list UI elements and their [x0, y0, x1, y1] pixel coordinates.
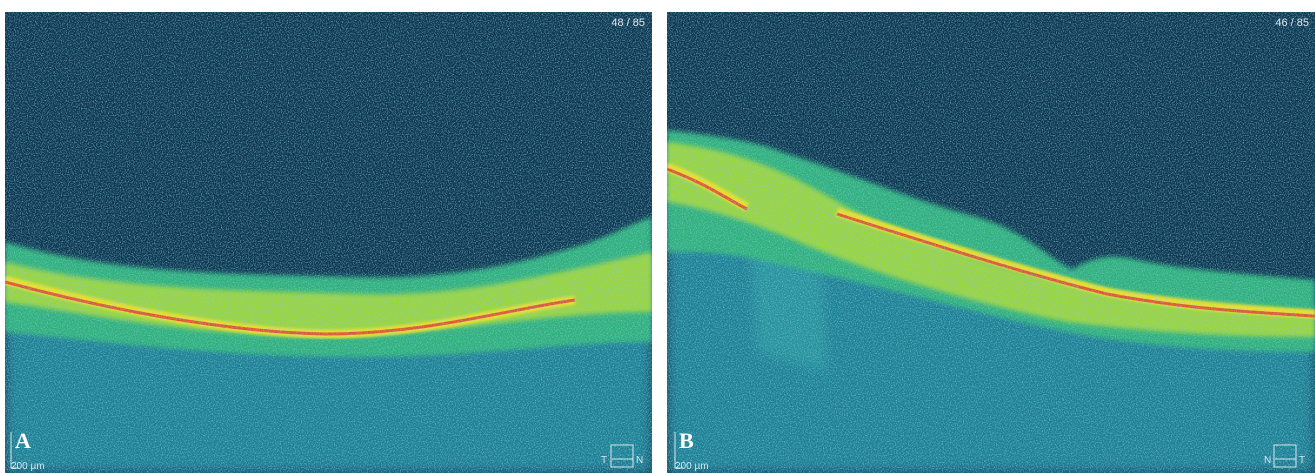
oct-panel: 48 / 85 A 200 µm T N [5, 12, 652, 473]
slice-counter: 48 / 85 [611, 17, 645, 29]
speckle [5, 12, 652, 473]
orientation-left: N [1264, 455, 1271, 466]
orientation-left: T [601, 455, 607, 466]
oct-panel: 46 / 85 B 200 µm N T [667, 12, 1315, 473]
panel-label: A [15, 428, 31, 453]
panel-label: B [679, 428, 694, 453]
speckle [667, 12, 1315, 473]
scale-label: 200 µm [675, 461, 709, 472]
page: 48 / 85 A 200 µm T N 46 / 85 B 200 µm N … [0, 0, 1315, 473]
orientation-right: T [1299, 455, 1305, 466]
orientation-right: N [636, 455, 643, 466]
slice-counter: 46 / 85 [1275, 17, 1309, 29]
scale-label: 200 µm [11, 461, 45, 472]
